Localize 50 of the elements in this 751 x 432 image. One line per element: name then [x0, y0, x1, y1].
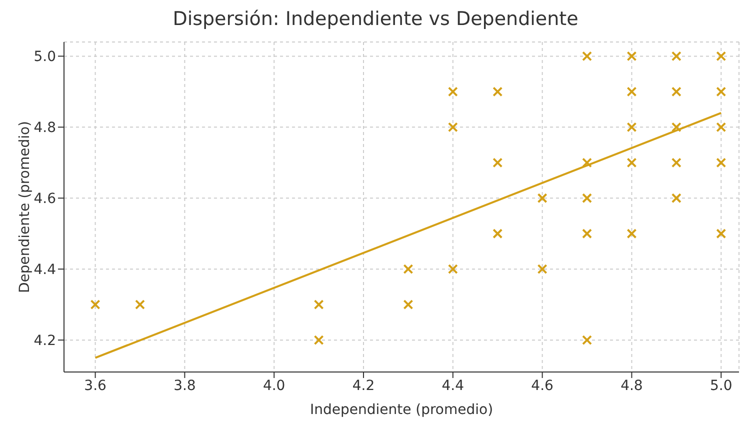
x-tick-label: 4.0 [262, 378, 286, 394]
point [134, 300, 145, 310]
point [626, 122, 637, 132]
y-tick-label: 4.6 [34, 191, 56, 208]
point [448, 122, 458, 132]
x-tick-label: 4.8 [620, 378, 643, 394]
point [671, 158, 682, 168]
point [671, 193, 682, 204]
point [582, 228, 592, 239]
point [582, 51, 592, 62]
point [671, 86, 682, 97]
point [671, 51, 682, 62]
x-axis-title: Independiente (promedio) [310, 402, 494, 418]
point [314, 335, 324, 346]
x-tick-label: 3.6 [84, 378, 107, 394]
x-tick-label: 3.8 [174, 378, 196, 394]
y-tick-label: 4.4 [34, 262, 56, 278]
point [448, 264, 458, 274]
point [492, 158, 503, 168]
point [314, 300, 324, 310]
point [537, 264, 548, 274]
point [582, 193, 592, 204]
chart-title: Dispersión: Independiente vs Dependiente [172, 8, 580, 32]
point [716, 158, 726, 168]
point [626, 51, 637, 62]
point [492, 228, 503, 239]
x-tick-label: 4.4 [442, 378, 464, 394]
x-tick-label: 4.2 [352, 378, 375, 394]
y-tick-label: 5.0 [34, 49, 56, 66]
point [671, 122, 682, 132]
point [403, 300, 414, 310]
point [626, 228, 637, 239]
y-tick-label: 4.2 [34, 333, 56, 350]
point [492, 86, 503, 97]
point [403, 264, 414, 274]
y-tick-label: 4.8 [34, 120, 56, 136]
point [582, 158, 592, 168]
point [537, 193, 548, 204]
point [626, 158, 637, 168]
point [582, 335, 592, 346]
point [716, 51, 726, 62]
point [448, 86, 458, 97]
point [716, 86, 726, 97]
point [716, 122, 726, 132]
point [716, 228, 726, 239]
x-tick-label: 4.6 [531, 378, 554, 394]
y-axis-title: Dependiente (promedio) [16, 121, 33, 293]
point [90, 300, 100, 310]
point [626, 86, 637, 97]
x-tick-label: 5.0 [710, 378, 732, 394]
